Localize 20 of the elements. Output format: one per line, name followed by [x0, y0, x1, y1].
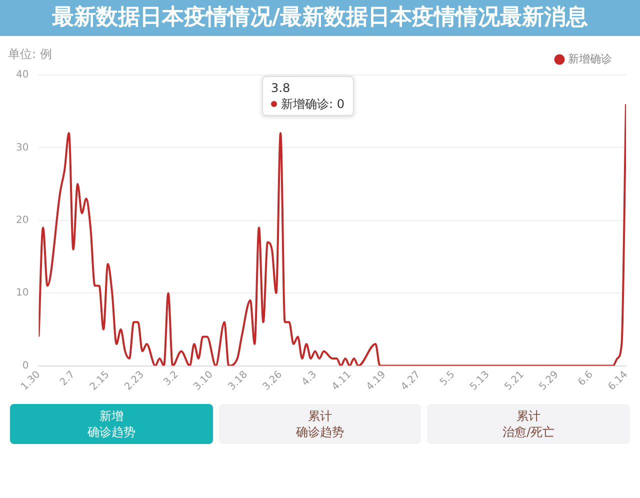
x-tick-label: 3.2: [162, 369, 181, 388]
x-tick-label: 6.6: [576, 369, 596, 388]
text: 确诊趋势: [87, 424, 136, 440]
y-tick-label: 30: [16, 142, 29, 154]
x-tick-label: 4.3: [300, 369, 320, 388]
annotation: 3.8 新增确诊: 0: [271, 80, 344, 112]
x-tick-label: 2.7: [58, 369, 78, 388]
y-axis-title: 单位: 例: [8, 47, 52, 62]
y-tick-label: 10: [16, 288, 29, 299]
y-tick-label: 20: [16, 214, 29, 226]
legend-label: 新增确诊: [568, 52, 612, 66]
text: 新增: [99, 408, 124, 424]
text: 确诊趋势: [296, 424, 344, 440]
text: 累计: [516, 408, 541, 424]
x-tick-label: 5.5: [438, 369, 458, 388]
y-tick-label: 40: [16, 70, 29, 81]
chart-title: 最新数据日本疫情情况/最新数据日本疫情情况最新消息: [0, 0, 640, 36]
text: 治愈/死亡: [502, 424, 555, 440]
text: 累计: [308, 408, 332, 424]
y-tick-label: 0: [22, 360, 29, 372]
